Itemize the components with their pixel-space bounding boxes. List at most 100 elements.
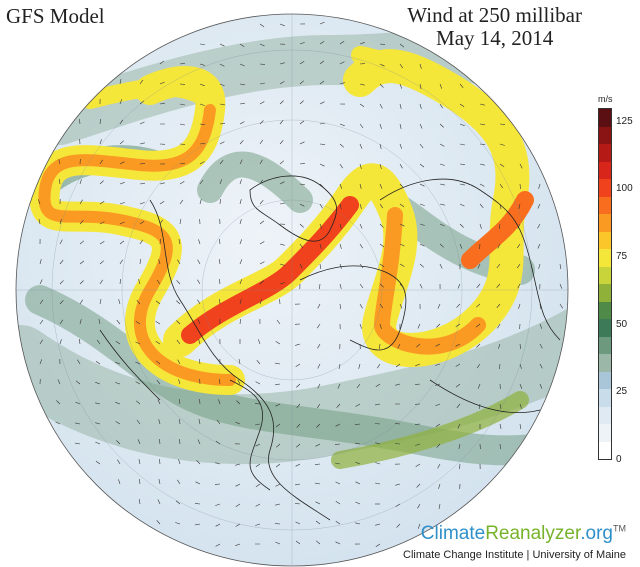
wind-vector (415, 383, 421, 385)
wind-vector (259, 139, 264, 145)
wind-vector (215, 440, 221, 445)
map-title-line2: May 14, 2014 (436, 26, 554, 50)
wind-vector (179, 418, 181, 425)
wind-vector (197, 299, 201, 305)
wind-vector (358, 363, 361, 369)
wind-vector (276, 319, 281, 325)
wind-vector (279, 181, 285, 185)
wind-vector (516, 243, 521, 249)
wind-vector (355, 522, 361, 525)
wind-vector (519, 383, 523, 389)
trademark: TM (613, 523, 626, 534)
wind-vector (99, 241, 105, 245)
color-scale-swatch (599, 144, 611, 162)
wind-vector (176, 320, 181, 325)
wind-vector (336, 403, 341, 408)
wind-vector (119, 221, 125, 225)
wind-vector (177, 479, 181, 485)
color-scale-swatch (599, 126, 611, 144)
wind-vector (339, 163, 343, 169)
wind-vector (259, 23, 265, 28)
wind-vector (315, 520, 321, 525)
wind-vector (437, 463, 441, 469)
wind-vector (359, 203, 362, 209)
color-scale-tick-label: 125 (616, 115, 633, 127)
wind-vector (439, 263, 443, 269)
graticule (16, 14, 568, 566)
wind-vector (355, 403, 361, 407)
wind-vector (176, 280, 181, 285)
wind-vector (199, 161, 205, 165)
legend-unit: m/s (598, 94, 613, 104)
wind-vector (259, 241, 265, 245)
wind-vector (39, 299, 44, 305)
wind-vector (359, 303, 363, 309)
wind-vector (399, 143, 402, 149)
wind-vector (139, 121, 145, 125)
wind-vector (275, 503, 281, 506)
wind-vector (275, 423, 281, 428)
wind-vector (419, 203, 425, 206)
wind-vector (75, 401, 81, 405)
wind-vector (539, 303, 542, 309)
wind-vector (198, 339, 201, 345)
wind-vector (295, 540, 301, 545)
wind-vector (198, 359, 201, 365)
wind-vector (437, 303, 441, 309)
wind-vector (199, 179, 204, 185)
wind-vector (99, 279, 103, 285)
wind-vector (399, 123, 402, 129)
wind-vector (439, 183, 445, 186)
wind-vector (239, 121, 245, 125)
wind-vector (435, 363, 441, 366)
wind-vector (275, 383, 281, 386)
wind-vector (275, 341, 281, 345)
wind-vector (296, 443, 301, 448)
wind-vector (499, 423, 502, 429)
wind-vector (179, 439, 181, 445)
wind-vector (395, 503, 401, 507)
wind-vector (354, 423, 361, 425)
wind-vector (537, 223, 541, 229)
wind-vector (399, 203, 405, 208)
wind-vector (338, 363, 341, 369)
wind-vector (379, 223, 384, 228)
wind-vector (439, 103, 443, 109)
color-scale-swatch (599, 161, 611, 179)
color-scale-swatch (599, 354, 611, 372)
wind-vector (156, 279, 161, 285)
color-scale-swatch (599, 266, 611, 284)
color-scale-swatch (599, 336, 611, 354)
wind-vector (439, 163, 445, 166)
wind-vector (394, 443, 401, 445)
wind-vector (319, 183, 324, 188)
wind-vector (459, 183, 465, 186)
wind-vector (419, 83, 422, 89)
wind-vector (59, 339, 62, 345)
wind-vector (259, 280, 264, 285)
wind-vector (77, 359, 81, 365)
brand-name-part3: .org (580, 523, 613, 544)
wind-vector (139, 478, 141, 485)
wind-vector (195, 481, 201, 485)
wind-vector (197, 439, 201, 445)
wind-vector (315, 482, 321, 485)
wind-vector (215, 462, 221, 465)
wind-vector (135, 320, 141, 325)
wind-vector (219, 83, 225, 87)
wind-vector (379, 103, 383, 109)
wind-vector (175, 500, 181, 505)
wind-vector (198, 239, 201, 245)
wind-vector (175, 522, 181, 525)
wind-vector (116, 319, 121, 325)
wind-vector (399, 283, 404, 288)
wind-vector (259, 200, 264, 205)
wind-vector (75, 422, 81, 425)
color-scale-swatch (599, 196, 611, 214)
wind-vector (417, 323, 421, 329)
wind-vector (476, 343, 481, 348)
wind-vector (314, 463, 321, 465)
wind-vector (139, 202, 145, 205)
wind-vector (479, 143, 486, 145)
wind-vector (399, 43, 405, 48)
